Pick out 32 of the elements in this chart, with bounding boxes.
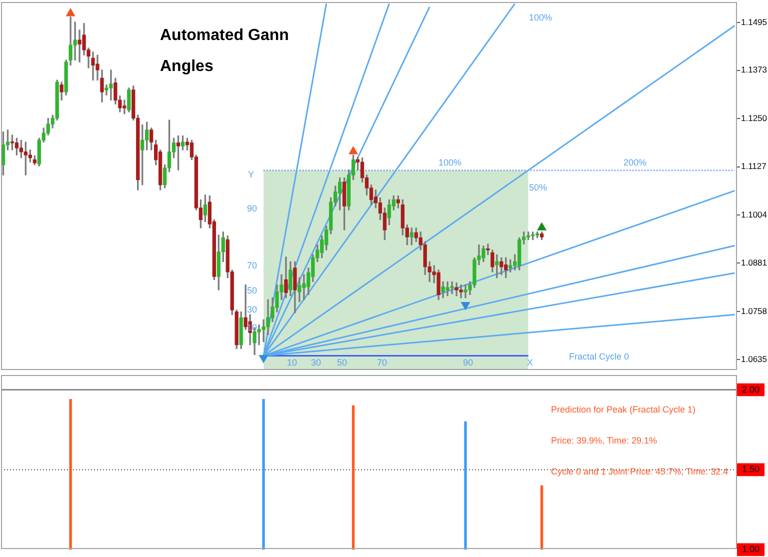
annotation: 30 [310,357,322,368]
annotation: 30 [246,304,257,314]
annotation: Y [248,169,254,180]
annotation: 90 [462,357,474,368]
y-tick-label: 1.1373 [741,64,768,75]
annotation: 90 [246,203,257,214]
annotation: 70 [376,357,388,368]
y-tick-label: 1.0758 [741,306,768,316]
y-tick-label: 1.50 [742,464,760,474]
y-tick-label: 1.00 [742,544,760,554]
annotation: Price: 39.9%, Time: 29.1% [551,435,658,446]
annotation: 10 [286,357,298,368]
annotation: 50% [529,182,548,192]
annotation: Fractal Cycle 0 [569,351,630,362]
y-tick-label: 1.1127 [741,161,767,172]
annotation: 10 [246,322,257,332]
annotation: X [526,357,534,368]
y-tick-label: 1.1004 [741,209,768,220]
y-tick-label: 1.0635 [741,354,768,364]
annotation: 50 [336,357,348,368]
y-tick-label: 1.0881 [741,258,768,268]
annotation: Cycle 0 and 1 Joint Price: 45.7%, Time: 32.4 [551,466,728,476]
annotation: 200% [623,157,647,168]
y-tick-label: 2.00 [742,384,760,394]
y-tick-label: 1.1250 [741,112,768,123]
y-tick-label: 1.1495 [741,16,768,27]
annotation: 70 [246,260,257,270]
annotation: 50 [246,285,257,296]
annotation: Prediction for Peak (Fractal Cycle 1) [551,404,696,414]
text: Automated Gann Angles [160,26,290,77]
annotation: 100% [438,157,462,168]
annotation: 100% [529,12,552,22]
